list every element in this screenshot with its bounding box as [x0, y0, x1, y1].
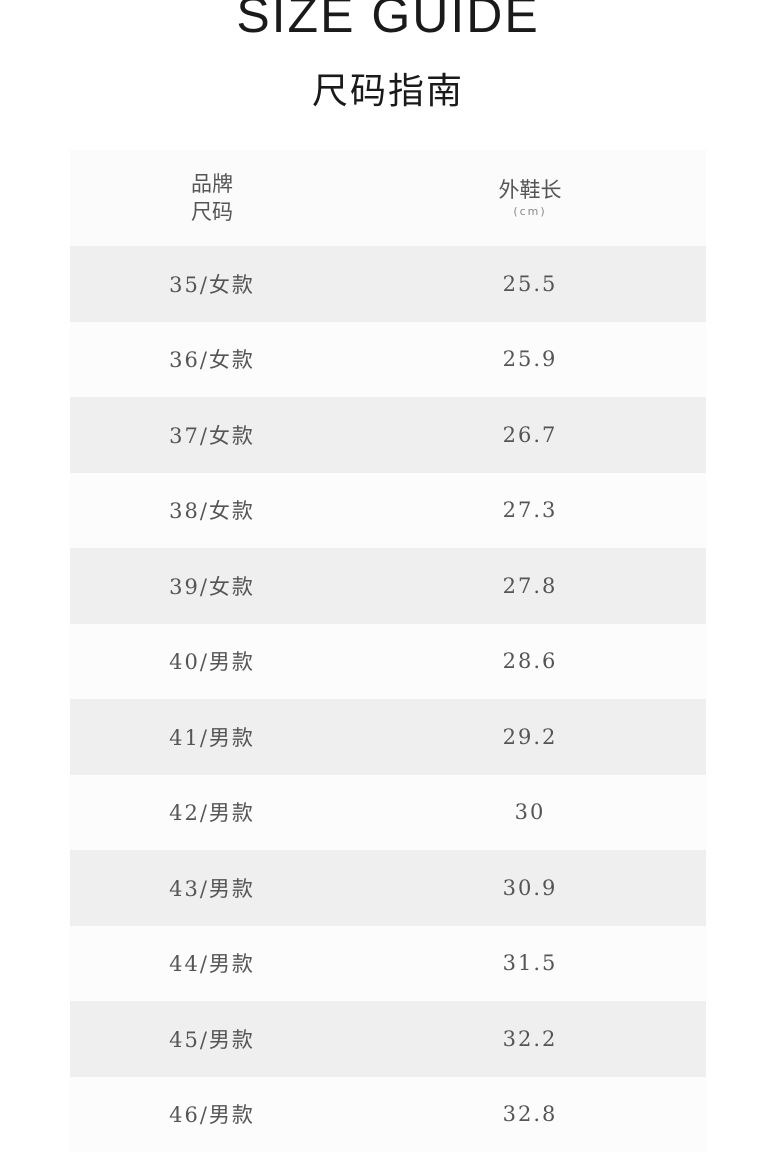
- length-cell: 30: [514, 800, 546, 825]
- header-size-line1: 品牌: [191, 172, 233, 196]
- table-row: 40/男款 28.6: [70, 623, 706, 699]
- table-row: 37/女款 26.7: [70, 397, 706, 473]
- table-row: 44/男款 31.5: [70, 925, 706, 1001]
- size-cell: 46/男款: [169, 1103, 255, 1128]
- size-cell: 38/女款: [169, 499, 255, 524]
- size-table: 品牌 尺码 外鞋长 (cm) 35/女款 25.5 36/女款 25.9 37/女款 26…: [70, 150, 706, 1152]
- table-row: 41/男款 29.2: [70, 699, 706, 775]
- table-row: 38/女款 27.3: [70, 472, 706, 548]
- size-cell: 42/男款: [169, 801, 255, 826]
- table-body: 35/女款 25.5 36/女款 25.9 37/女款 26.7 38/女款 27.3 39/女…: [70, 246, 706, 1152]
- length-cell: 27.3: [502, 498, 558, 523]
- header-length-label: 外鞋长: [498, 178, 562, 202]
- table-row: 36/女款 25.9: [70, 321, 706, 397]
- size-cell: 41/男款: [169, 725, 255, 750]
- length-cell: 26.7: [502, 422, 558, 447]
- table-row: 46/男款 32.8: [70, 1076, 706, 1152]
- length-cell: 30.9: [502, 875, 558, 900]
- length-cell: 28.6: [502, 649, 558, 674]
- size-cell: 35/女款: [169, 272, 255, 297]
- header-unit: (cm): [513, 205, 547, 218]
- length-cell: 31.5: [502, 951, 558, 976]
- table-header: 品牌 尺码 外鞋长 (cm): [70, 150, 706, 246]
- size-cell: 37/女款: [169, 423, 255, 448]
- page-subtitle: 尺码指南: [311, 71, 464, 112]
- table-row: 43/男款 30.9: [70, 850, 706, 926]
- header-size-line2: 尺码: [191, 200, 233, 224]
- length-cell: 32.8: [502, 1102, 558, 1127]
- length-cell: 25.5: [502, 271, 558, 296]
- size-cell: 39/女款: [169, 574, 255, 599]
- header-length: 外鞋长 (cm): [354, 176, 706, 220]
- length-cell: 25.9: [502, 347, 558, 372]
- size-cell: 36/女款: [169, 348, 255, 373]
- page-title: SIZE GUIDE: [236, 0, 540, 43]
- length-cell: 32.2: [502, 1026, 558, 1051]
- table-row: 35/女款 25.5: [70, 246, 706, 322]
- size-cell: 45/男款: [169, 1027, 255, 1052]
- length-cell: 27.8: [502, 573, 558, 598]
- table-row: 39/女款 27.8: [70, 548, 706, 624]
- header-size: 品牌 尺码: [70, 170, 354, 226]
- size-cell: 44/男款: [169, 952, 255, 977]
- size-cell: 40/男款: [169, 650, 255, 675]
- table-row: 42/男款 30: [70, 774, 706, 850]
- size-cell: 43/男款: [169, 876, 255, 901]
- length-cell: 29.2: [502, 724, 558, 749]
- table-row: 45/男款 32.2: [70, 1001, 706, 1077]
